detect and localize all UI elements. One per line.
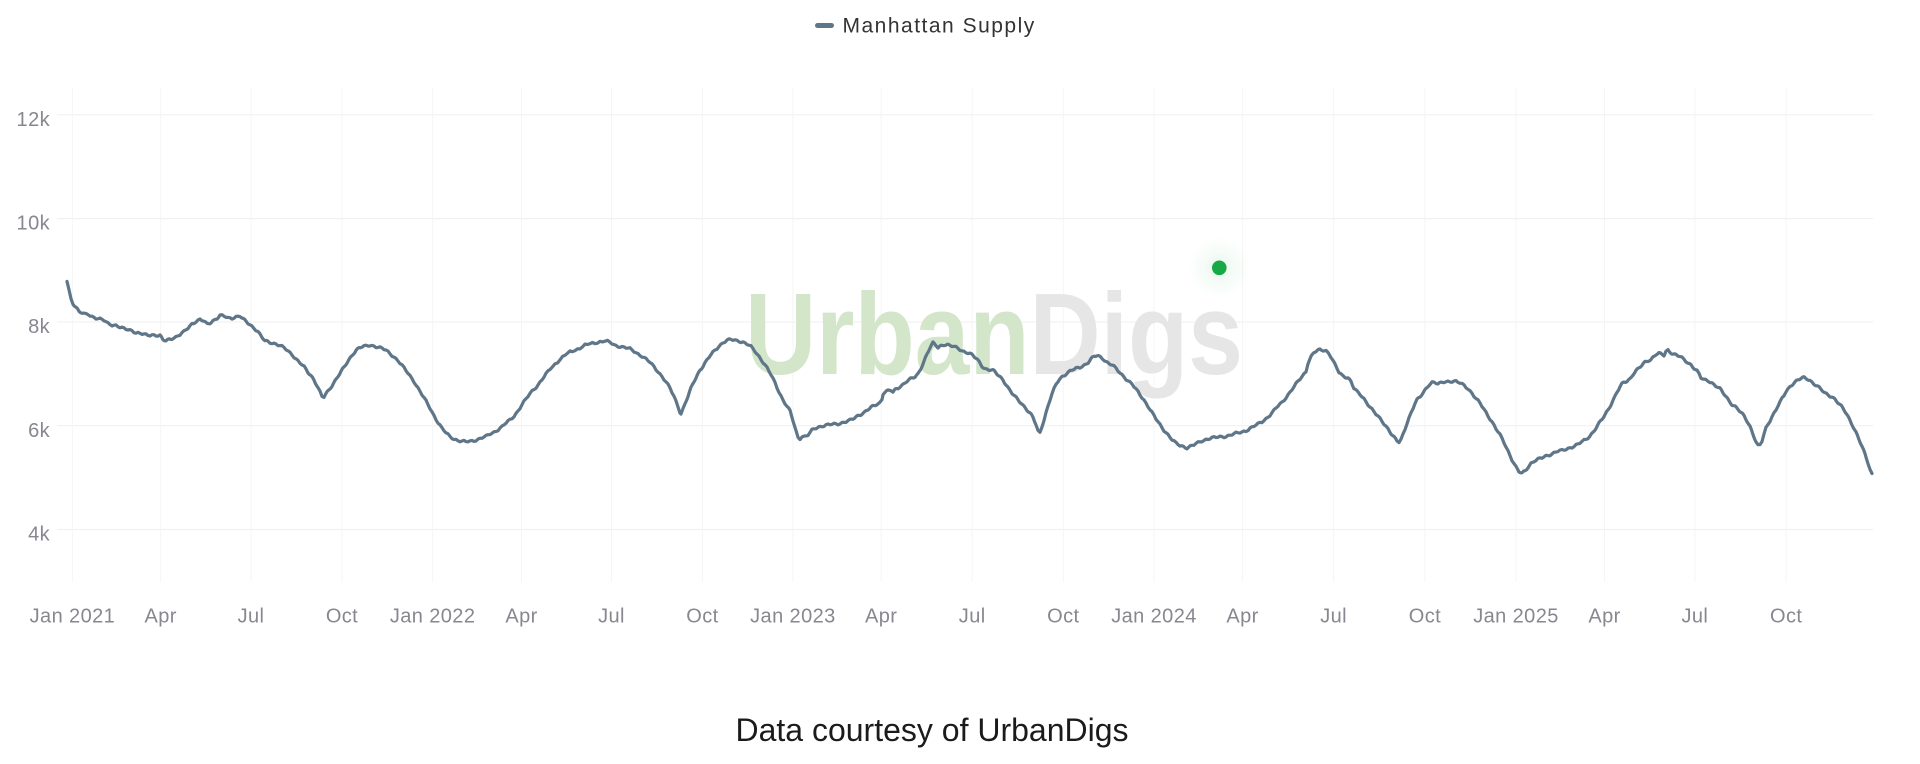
svg-text:Oct: Oct <box>1409 606 1441 628</box>
svg-text:Jul: Jul <box>238 606 265 628</box>
svg-text:6k: 6k <box>28 420 51 442</box>
svg-text:Apr: Apr <box>1588 606 1620 628</box>
svg-text:Jan 2021: Jan 2021 <box>30 606 116 628</box>
svg-text:8k: 8k <box>28 316 51 338</box>
svg-text:Jan 2025: Jan 2025 <box>1473 606 1559 628</box>
svg-text:Jul: Jul <box>1320 606 1347 628</box>
svg-text:Jan 2023: Jan 2023 <box>750 606 836 628</box>
svg-text:Oct: Oct <box>1770 606 1802 628</box>
svg-text:Jan 2024: Jan 2024 <box>1111 606 1197 628</box>
svg-text:Manhattan Supply: Manhattan Supply <box>843 15 1036 38</box>
svg-text:Oct: Oct <box>1047 606 1079 628</box>
svg-text:UrbanDigs: UrbanDigs <box>745 269 1243 398</box>
svg-text:Data courtesy of UrbanDigs: Data courtesy of UrbanDigs <box>735 712 1128 748</box>
svg-text:Apr: Apr <box>865 606 897 628</box>
svg-text:10k: 10k <box>17 213 51 235</box>
svg-text:Apr: Apr <box>505 606 537 628</box>
svg-text:Oct: Oct <box>326 606 358 628</box>
svg-text:Jul: Jul <box>598 606 625 628</box>
svg-text:Jul: Jul <box>959 606 986 628</box>
svg-text:Oct: Oct <box>686 606 718 628</box>
svg-text:Jul: Jul <box>1682 606 1709 628</box>
svg-text:Jan 2022: Jan 2022 <box>390 606 476 628</box>
svg-text:Apr: Apr <box>145 606 177 628</box>
svg-text:12k: 12k <box>17 109 51 131</box>
svg-text:4k: 4k <box>28 524 51 546</box>
svg-text:Apr: Apr <box>1226 606 1258 628</box>
